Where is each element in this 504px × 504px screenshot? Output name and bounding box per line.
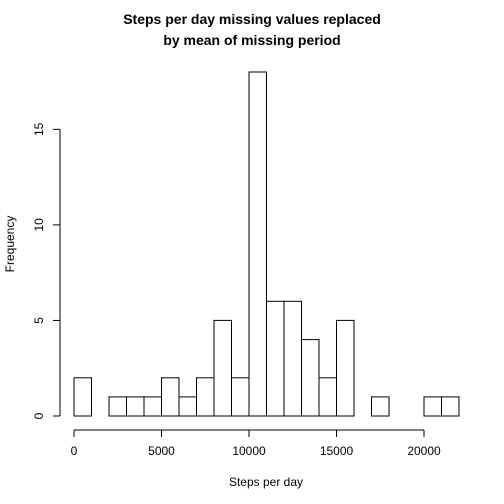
x-tick-label: 15000 — [320, 444, 354, 458]
x-axis: 0 5000 10000 15000 20000 — [71, 429, 441, 458]
y-axis: 0 5 10 15 — [32, 122, 61, 419]
x-tick-label: 10000 — [232, 444, 266, 458]
histogram-bar — [178, 396, 197, 417]
y-tick-label: 5 — [32, 317, 46, 324]
chart-title-line-1: Steps per day missing values replaced — [123, 11, 381, 27]
histogram-bar — [143, 396, 162, 417]
y-tick-label: 0 — [32, 412, 46, 419]
histogram-bar — [371, 396, 390, 417]
histogram-bar — [301, 339, 320, 417]
histogram-bar — [336, 319, 355, 417]
y-axis-label: Frequency — [3, 216, 17, 273]
histogram-bar — [108, 396, 127, 417]
histogram-bar — [231, 377, 250, 417]
y-tick-label: 10 — [32, 218, 46, 232]
histogram-bar — [266, 300, 285, 417]
x-tick-label: 20000 — [407, 444, 441, 458]
histogram-bar — [283, 300, 302, 417]
histogram-bar — [126, 396, 145, 417]
x-axis-label: Steps per day — [229, 475, 303, 489]
histogram-bar — [161, 377, 180, 417]
histogram-bar — [318, 377, 337, 417]
histogram-bar — [248, 71, 267, 417]
histogram-bars — [73, 71, 460, 417]
y-tick-label: 15 — [32, 122, 46, 136]
histogram-bar — [441, 396, 460, 417]
histogram-bar — [196, 377, 215, 417]
histogram-bar — [423, 396, 442, 417]
histogram-bar — [73, 377, 92, 417]
x-tick-label: 0 — [71, 444, 78, 458]
histogram-bar — [213, 319, 232, 417]
x-tick-label: 5000 — [148, 444, 175, 458]
chart-title-line-2: by mean of missing period — [163, 32, 340, 48]
